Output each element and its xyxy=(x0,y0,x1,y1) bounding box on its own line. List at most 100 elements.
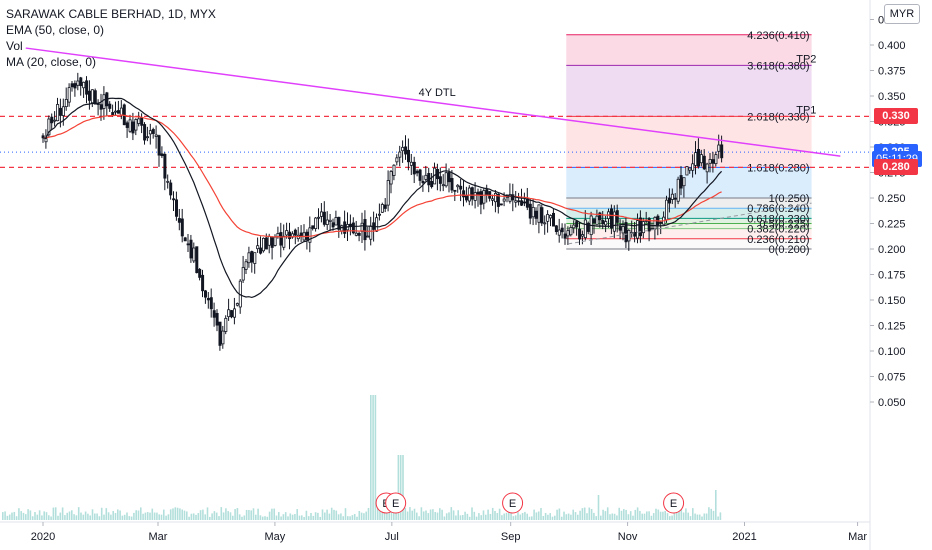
volume-bar xyxy=(455,515,457,520)
candle-body xyxy=(186,243,190,246)
volume-bar xyxy=(351,515,354,520)
price-tick-label: 0.375 xyxy=(878,66,906,78)
earnings-marker-label: E xyxy=(509,498,516,510)
candle-body xyxy=(627,229,631,242)
fib-level-label: 2.618(0.330) xyxy=(747,111,809,123)
time-tick-label: Nov xyxy=(618,531,638,543)
volume-bar xyxy=(662,511,664,520)
candle-body xyxy=(386,180,390,206)
candle-body xyxy=(682,177,686,187)
volume-bar xyxy=(687,512,689,520)
volume-bar xyxy=(192,513,195,520)
volume-bar xyxy=(531,516,533,520)
volume-bar xyxy=(337,514,340,520)
volume-bar xyxy=(335,510,338,520)
volume-bar xyxy=(137,510,140,520)
volume-bar xyxy=(312,515,315,520)
volume-bar xyxy=(365,511,367,520)
volume-bar xyxy=(710,508,712,520)
volume-bar xyxy=(397,455,400,520)
candle-body xyxy=(583,219,587,239)
candle-body xyxy=(639,217,643,237)
volume-bar xyxy=(526,513,528,520)
candle-body xyxy=(641,221,645,234)
candle-body xyxy=(375,217,379,232)
volume-bar xyxy=(172,508,174,520)
volume-bar xyxy=(77,507,80,520)
volume-bar xyxy=(636,507,639,520)
volume-bar xyxy=(577,514,579,520)
candle-body xyxy=(111,112,115,116)
candle-body xyxy=(717,144,721,152)
candle-body xyxy=(189,239,193,259)
candle-body xyxy=(166,180,170,183)
volume-bar xyxy=(310,512,312,520)
price-tick-label: 0.100 xyxy=(878,346,906,358)
volume-bar xyxy=(487,509,489,520)
volume-bar xyxy=(126,512,128,520)
volume-bar xyxy=(220,507,223,520)
volume-bar xyxy=(45,512,48,520)
volume-bar xyxy=(165,515,167,520)
currency-button[interactable]: MYR xyxy=(884,4,920,24)
volume-bar xyxy=(181,509,183,520)
candle-body xyxy=(201,274,205,292)
volume-bar xyxy=(480,515,482,520)
candle-body xyxy=(699,154,703,164)
candle-body xyxy=(319,211,323,217)
volume-bar xyxy=(554,515,556,520)
volume-bar xyxy=(669,516,671,520)
volume-bar xyxy=(593,512,595,520)
volume-bar xyxy=(595,516,597,520)
volume-bar xyxy=(533,509,535,520)
volume-bar xyxy=(459,515,462,520)
candle-body xyxy=(218,321,222,346)
candle-body xyxy=(575,221,579,228)
volume-bar xyxy=(291,514,294,520)
volume-bar xyxy=(169,509,172,520)
candle-body xyxy=(424,174,428,180)
candle-body xyxy=(520,200,524,206)
volume-bar xyxy=(547,514,549,520)
volume-bar xyxy=(588,507,591,520)
volume-bar xyxy=(485,514,487,520)
candle-body xyxy=(653,216,657,230)
candle-body xyxy=(705,163,709,173)
candle-body xyxy=(491,198,495,201)
ma-legend: MA (20, close, 0) xyxy=(6,55,97,69)
candle-body xyxy=(50,116,54,124)
fib-level-label: 0.5(0.225) xyxy=(759,219,809,231)
volume-bar xyxy=(402,455,404,520)
price-tick-label: 0.200 xyxy=(878,244,906,256)
volume-bar xyxy=(110,514,112,520)
volume-bar xyxy=(510,511,512,520)
volume-bar xyxy=(643,513,646,520)
volume-bar xyxy=(232,515,234,520)
volume-bar xyxy=(386,510,388,520)
candle-body xyxy=(177,218,181,223)
time-tick-label: Mar xyxy=(848,531,867,543)
candle-body xyxy=(482,190,486,204)
candle-body xyxy=(117,110,121,114)
volume-bar xyxy=(344,508,347,520)
earnings-marker-icon xyxy=(385,492,407,514)
volume-bar xyxy=(450,507,453,520)
volume-bar xyxy=(439,508,441,520)
volume-bar xyxy=(508,508,510,520)
candle-body xyxy=(174,199,178,217)
volume-bar xyxy=(206,507,209,520)
volume-bar xyxy=(712,510,715,520)
volume-bar xyxy=(218,516,220,520)
volume-bar xyxy=(360,512,363,520)
fib-level-label: 3.618(0.380) xyxy=(747,60,809,72)
candle-body xyxy=(88,90,92,101)
candle-body xyxy=(569,227,573,236)
volume-bar xyxy=(381,512,384,520)
candle-body xyxy=(453,189,457,192)
candle-body xyxy=(232,308,236,318)
candle-body xyxy=(462,190,466,198)
volume-bar xyxy=(694,513,696,520)
volume-bar xyxy=(151,508,154,520)
candle-body xyxy=(169,182,173,196)
